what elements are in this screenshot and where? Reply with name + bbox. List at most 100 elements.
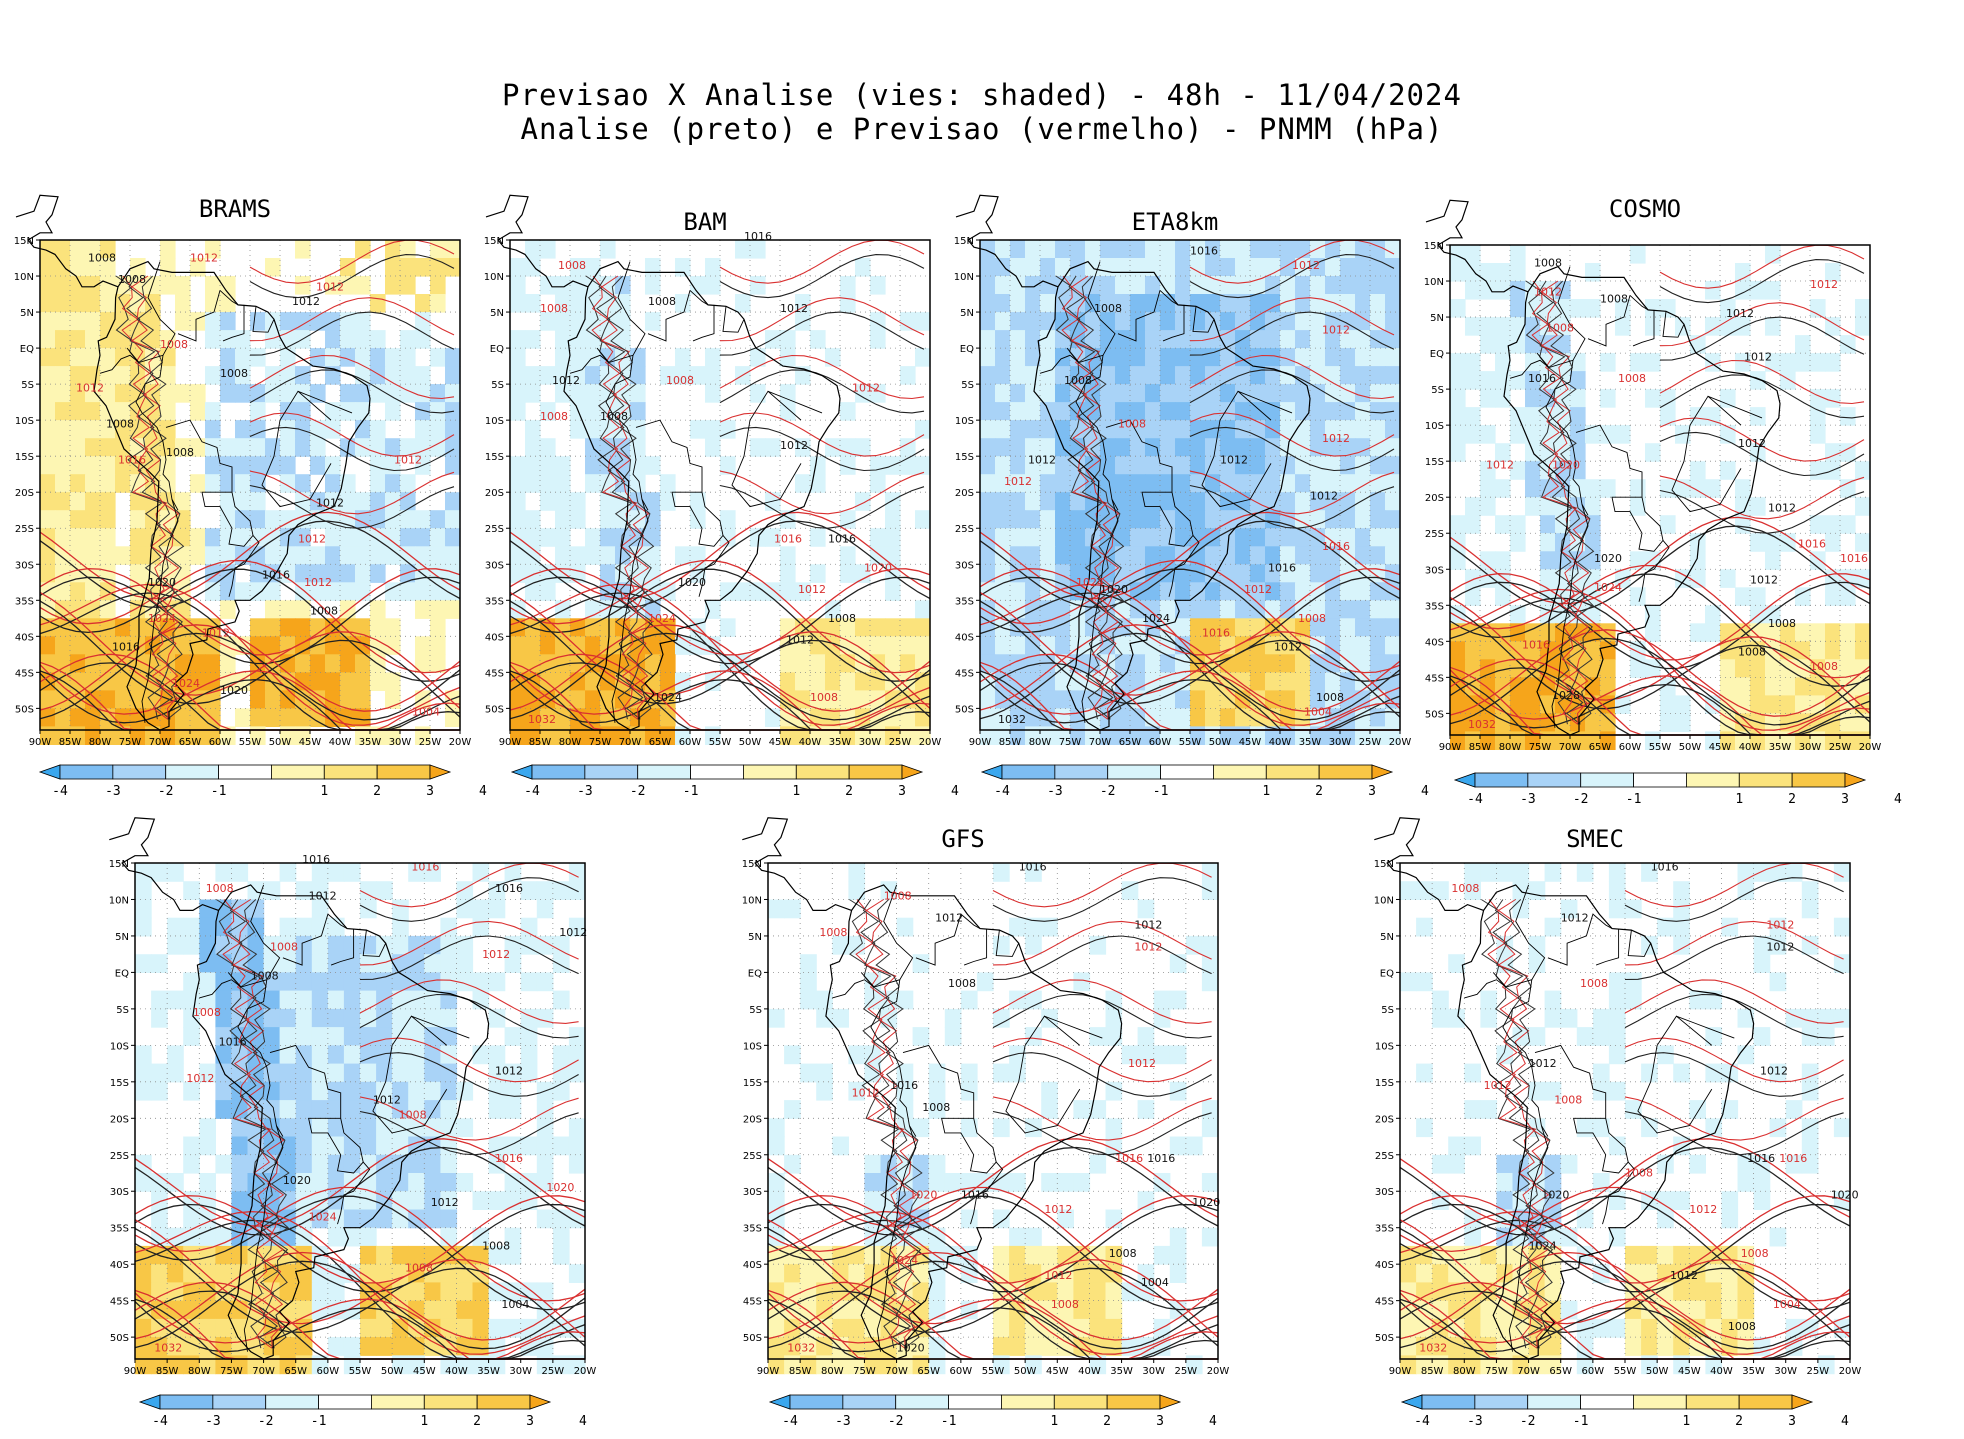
contour-label: 1012 <box>1810 278 1838 291</box>
contour-label: 1004 <box>1304 706 1332 719</box>
lon-tick-label: 25W <box>542 1366 565 1377</box>
lat-tick-label: 30S <box>15 560 34 571</box>
contour-label: 1012 <box>852 381 880 394</box>
colorbar-swatch <box>768 1394 791 1410</box>
colorbar-swatch <box>690 764 744 780</box>
lat-tick-label: 10N <box>109 895 129 906</box>
contour-label: 1012 <box>1292 259 1320 272</box>
contour-labels: 1008 1012 1008 1012 1012 1008 1012 1008 1016 1012… <box>1468 257 1868 731</box>
contour-label: 1012 <box>1004 475 1032 488</box>
contour-label: 1008 <box>1600 293 1628 306</box>
colorbar-swatch <box>1474 772 1529 788</box>
colorbar: -4 -3 -2 -1 1 2 3 4 <box>38 764 487 809</box>
lon-tick-label: 60W <box>1149 737 1172 748</box>
contour-label: 1016 <box>1115 1152 1143 1165</box>
contour-label: 1008 <box>88 252 116 265</box>
contour-label: 1008 <box>828 612 856 625</box>
contour-label: 1008 <box>558 259 586 272</box>
contour-label: 1016 <box>112 641 140 654</box>
colorbar-label: 3 <box>526 1414 534 1429</box>
contour-label: 1016 <box>1528 372 1556 385</box>
contour-label: 1016 <box>1840 552 1868 565</box>
contour-label: 1032 <box>998 713 1026 726</box>
contour-label: 1012 <box>186 1072 214 1085</box>
colorbar-swatch <box>1054 764 1109 780</box>
colorbar-swatch <box>1159 1394 1182 1410</box>
lon-tick-label: 30W <box>1799 742 1822 753</box>
contour-label: 1024 <box>172 677 200 690</box>
lon-tick-label: 40W <box>445 1366 468 1377</box>
lon-tick-label: 40W <box>1078 1366 1101 1377</box>
lat-tick-label: 10N <box>1424 277 1444 288</box>
colorbar-swatch <box>1791 772 1846 788</box>
contour-label: 1016 <box>302 853 330 866</box>
lat-tick-label: 30S <box>1425 565 1444 576</box>
contour-label: 1020 <box>909 1189 937 1202</box>
lat-tick-label: 45S <box>955 668 974 679</box>
contour-label: 1008 <box>1728 1320 1756 1333</box>
contour-label: 1008 <box>540 410 568 423</box>
grid <box>135 862 585 1359</box>
panel-brams: BRAMS 1008 1012 1008 1012 1012 1008 1008 1012 10… <box>0 194 471 755</box>
contour-label: 1008 <box>118 273 146 286</box>
contour-label: 1012 <box>1220 453 1248 466</box>
contour-label: 1008 <box>220 367 248 380</box>
colorbar-swatch <box>371 1394 425 1410</box>
lon-tick-label: 70W <box>619 737 642 748</box>
colorbar-swatch <box>1107 764 1161 780</box>
lat-tick-label: 5N <box>1430 313 1444 324</box>
lat-tick-label: 15N <box>954 236 974 247</box>
colorbar-label: 3 <box>1368 784 1376 799</box>
lat-tick-label: 10S <box>1425 421 1444 432</box>
lat-tick-label: 35S <box>743 1224 762 1235</box>
contour-label: 1008 <box>1738 646 1766 659</box>
lat-tick-label: 10N <box>484 272 504 283</box>
contour-label: 1020 <box>1100 583 1128 596</box>
contour-label: 1016 <box>495 1152 523 1165</box>
contour-label: 1016 <box>118 453 146 466</box>
contour-label: 1008 <box>1741 1247 1769 1260</box>
contour-label: 1008 <box>1064 374 1092 387</box>
colorbar-swatch <box>38 764 61 780</box>
lon-tick-label: 55W <box>239 737 262 748</box>
contour-label: 1024 <box>1076 576 1104 589</box>
lat-tick-label: 20S <box>485 488 504 499</box>
lat-tick-label: 20S <box>15 488 34 499</box>
colorbar-swatch <box>218 764 272 780</box>
colorbar-label: 1 <box>420 1414 428 1429</box>
lon-tick-label: 55W <box>349 1366 372 1377</box>
colorbar-swatch <box>1580 1394 1634 1410</box>
lon-tick-label: 55W <box>982 1366 1005 1377</box>
contour-label: 1032 <box>1419 1342 1447 1355</box>
lon-tick-label: 50W <box>269 737 292 748</box>
lon-tick-label: 25W <box>1359 737 1382 748</box>
lat-tick-label: 15S <box>955 452 974 463</box>
colorbar-swatch <box>271 764 325 780</box>
lat-tick-label: 35S <box>1425 601 1444 612</box>
colorbar-swatch <box>1633 772 1687 788</box>
panel-smec: SMEC 1016 1008 1012 1012 1012 1008 1012 1012 101… <box>1360 817 1861 1385</box>
lat-tick-label: 10N <box>1374 895 1394 906</box>
colorbar-swatch <box>318 1394 372 1410</box>
contour-label: 1008 <box>1298 612 1326 625</box>
lat-tick-label: 15S <box>1375 1078 1394 1089</box>
lon-tick-label: 90W <box>499 737 522 748</box>
colorbar-swatch <box>1685 1394 1740 1410</box>
colorbar-swatch <box>1738 1394 1793 1410</box>
lon-tick-label: 65W <box>1589 742 1612 753</box>
lon-tick-label: 45W <box>769 737 792 748</box>
colorbar-label: -1 <box>211 784 227 799</box>
contour-label: 1012 <box>1760 1065 1788 1078</box>
lat-tick-label: 25S <box>1425 529 1444 540</box>
contour-label: 1012 <box>1244 583 1272 596</box>
contour-label: 1012 <box>786 634 814 647</box>
contour-label: 1024 <box>309 1210 337 1223</box>
lon-tick-label: 85W <box>999 737 1022 748</box>
colorbar-label: 2 <box>845 784 853 799</box>
lon-tick-label: 40W <box>799 737 822 748</box>
map-plot: 1016 1008 1012 1008 1008 1008 1012 1008 1008 1012… <box>484 194 941 748</box>
contour-label: 1012 <box>1768 502 1796 515</box>
colorbar-label: 3 <box>1788 1414 1796 1429</box>
contour-label: 1016 <box>774 533 802 546</box>
lat-tick-label: 15N <box>14 236 34 247</box>
